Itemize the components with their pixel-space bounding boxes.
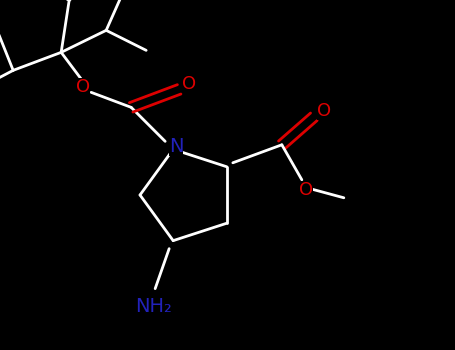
Text: NH₂: NH₂: [135, 297, 172, 316]
Text: O: O: [299, 181, 313, 199]
Text: O: O: [317, 102, 331, 120]
Text: O: O: [182, 75, 196, 93]
Text: O: O: [76, 78, 90, 96]
Text: N: N: [169, 137, 183, 156]
